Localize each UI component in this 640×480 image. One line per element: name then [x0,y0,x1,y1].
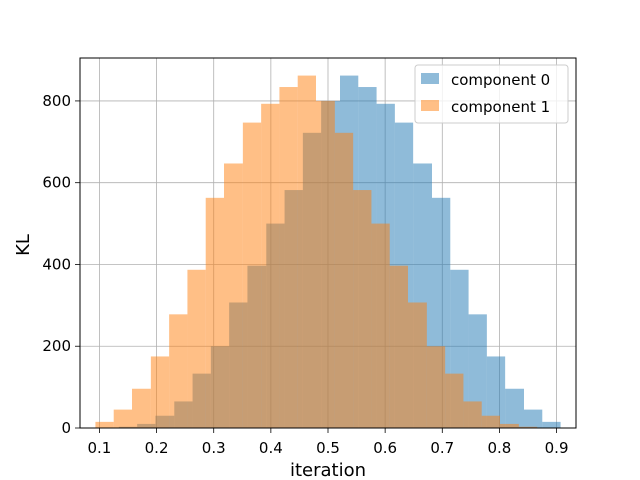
bar-component-0 [542,421,561,428]
legend-label-component-1: component 1 [451,98,550,116]
bar-component-1 [426,346,446,428]
x-tick-label: 0.4 [259,439,283,457]
y-axis-ticks: 0 200 400 600 800 [42,92,80,437]
bar-component-0 [505,388,524,428]
x-tick-label: 0.7 [430,439,454,457]
bar-component-1 [261,103,280,429]
bar-component-0 [486,356,506,428]
bar-component-1 [187,269,206,428]
bar-component-1 [150,356,170,428]
x-tick-label: 0.5 [316,439,340,457]
bar-component-1 [500,423,519,428]
y-tick-label: 400 [42,255,71,273]
bar-component-1 [371,223,390,428]
y-tick-label: 600 [42,174,71,192]
y-axis-label: KL [13,234,34,256]
legend-swatch-component-0 [421,73,439,84]
bars [95,75,561,429]
bar-component-1 [518,426,538,428]
bar-component-0 [524,409,543,428]
bar-component-1 [242,122,262,429]
x-tick-label: 0.2 [145,439,169,457]
x-tick-label: 0.3 [202,439,226,457]
bar-component-1 [353,190,372,428]
bar-component-1 [95,421,114,428]
legend-label-component-0: component 0 [451,71,550,89]
bar-component-0 [468,314,487,428]
x-axis-ticks: 0.1 0.2 0.3 0.4 0.5 0.6 0.7 0.8 0.9 [87,428,569,457]
y-tick-label: 0 [61,419,71,437]
legend-frame [414,64,569,124]
bar-component-1 [169,314,188,428]
bar-component-1 [297,75,316,428]
bar-component-1 [389,265,408,428]
x-tick-label: 0.6 [373,439,397,457]
bar-component-1 [408,302,427,428]
x-tick-label: 0.1 [87,439,111,457]
bar-component-1 [334,132,354,428]
y-tick-label: 800 [42,92,71,110]
bar-component-1 [445,373,464,428]
x-tick-label: 0.8 [487,439,511,457]
bar-component-1 [113,409,132,428]
bar-component-1 [463,401,482,428]
y-tick-label: 200 [42,337,71,355]
x-axis-label: iteration [290,460,366,480]
legend-swatch-component-1 [421,100,439,111]
bar-component-1 [205,197,224,428]
x-tick-label: 0.9 [545,439,569,457]
legend: component 0 component 1 [414,64,569,124]
bar-component-1 [279,87,298,429]
bar-component-1 [224,163,243,429]
bar-component-1 [316,100,335,429]
bar-component-1 [132,388,151,428]
bar-component-1 [481,415,500,428]
